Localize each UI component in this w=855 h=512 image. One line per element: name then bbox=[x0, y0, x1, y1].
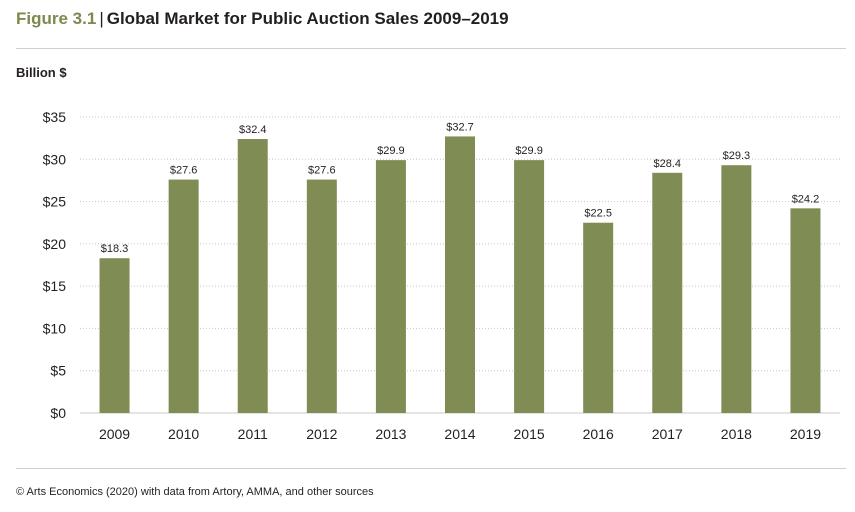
data-label: $32.7 bbox=[446, 121, 474, 133]
data-label: $29.3 bbox=[723, 150, 751, 162]
y-tick-label: $25 bbox=[43, 194, 67, 210]
y-tick-label: $30 bbox=[43, 151, 67, 167]
y-tick-label: $0 bbox=[50, 405, 66, 421]
y-tick-label: $5 bbox=[50, 363, 66, 379]
bottom-divider bbox=[16, 468, 846, 469]
x-tick-label: 2010 bbox=[168, 426, 199, 442]
bar bbox=[99, 258, 130, 413]
bar bbox=[790, 208, 821, 413]
bar bbox=[583, 222, 614, 413]
data-label: $27.6 bbox=[308, 165, 336, 177]
y-tick-label: $15 bbox=[43, 278, 67, 294]
bar bbox=[375, 160, 406, 413]
x-tick-label: 2014 bbox=[444, 426, 475, 442]
source-note: © Arts Economics (2020) with data from A… bbox=[16, 486, 374, 498]
data-label: $28.4 bbox=[654, 158, 682, 170]
x-tick-label: 2015 bbox=[514, 426, 545, 442]
chart-title: Figure 3.1 | Global Market for Public Auct… bbox=[16, 9, 509, 29]
x-tick-label: 2019 bbox=[790, 426, 821, 442]
y-axis-label: Billion $ bbox=[16, 65, 67, 80]
bar bbox=[237, 138, 268, 413]
data-label: $24.2 bbox=[792, 193, 820, 205]
x-tick-label: 2013 bbox=[375, 426, 406, 442]
bar bbox=[445, 136, 475, 414]
x-tick-label: 2017 bbox=[652, 426, 683, 442]
bar bbox=[721, 165, 752, 413]
top-divider bbox=[16, 48, 846, 49]
data-label: $29.9 bbox=[515, 145, 543, 157]
x-tick-label: 2016 bbox=[583, 426, 614, 442]
bar bbox=[514, 160, 545, 413]
data-label: $27.6 bbox=[170, 165, 198, 177]
title-separator: | bbox=[99, 9, 104, 28]
y-tick-label: $20 bbox=[43, 236, 67, 252]
x-tick-label: 2011 bbox=[238, 426, 268, 442]
data-label: $22.5 bbox=[584, 208, 612, 220]
figure-label: Figure 3.1 bbox=[16, 9, 97, 28]
figure-title: Global Market for Public Auction Sales 2… bbox=[106, 9, 509, 28]
bar bbox=[652, 172, 683, 413]
y-tick-label: $35 bbox=[43, 109, 67, 125]
bar bbox=[168, 179, 199, 413]
bar bbox=[306, 179, 337, 413]
x-tick-label: 2012 bbox=[306, 426, 337, 442]
x-tick-label: 2009 bbox=[99, 426, 130, 442]
data-label: $32.4 bbox=[239, 124, 267, 136]
x-tick-label: 2018 bbox=[721, 426, 752, 442]
y-tick-label: $10 bbox=[43, 320, 67, 336]
data-label: $18.3 bbox=[101, 243, 129, 255]
data-label: $29.9 bbox=[377, 145, 405, 157]
